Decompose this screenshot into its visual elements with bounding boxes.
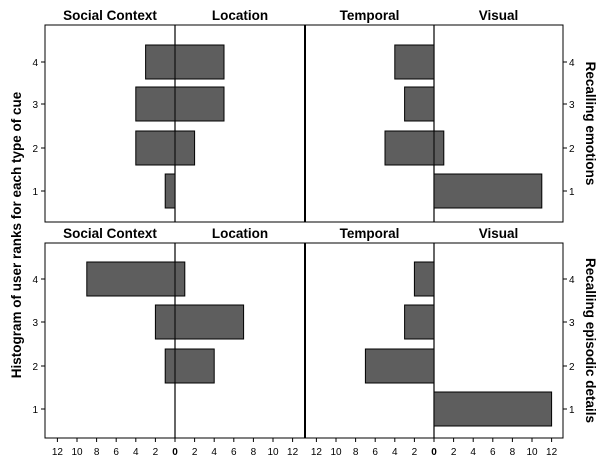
rank-tick-label-right: 3: [569, 318, 575, 329]
rank-tick-label-left: 2: [32, 144, 38, 155]
x-tick-label: 2: [451, 447, 457, 458]
bar-temporal-rank-3: [405, 87, 434, 121]
x-tick-label: 10: [71, 447, 83, 458]
category-label: Location: [212, 226, 268, 241]
x-tick-label: 4: [470, 447, 476, 458]
rank-tick-label-right: 3: [569, 100, 575, 111]
x-tick-label: 12: [287, 447, 299, 458]
bar-temporal-rank-4: [414, 262, 434, 296]
rank-tick-label-right: 2: [569, 144, 575, 155]
bar-location-rank-2: [175, 349, 214, 383]
bar-social-context-rank-2: [165, 349, 175, 383]
x-tick-label: 0: [431, 447, 437, 458]
rank-tick-label-left: 3: [32, 318, 38, 329]
x-tick-label: 4: [211, 447, 217, 458]
x-tick-label: 12: [52, 447, 64, 458]
x-tick-label: 0: [172, 447, 178, 458]
bar-temporal-rank-3: [405, 305, 434, 339]
bar-social-context-rank-1: [165, 174, 175, 208]
bar-social-context-rank-2: [136, 131, 175, 165]
category-label: Visual: [479, 226, 519, 241]
x-tick-label: 10: [330, 447, 342, 458]
category-label: Location: [212, 8, 268, 23]
x-tick-label: 12: [311, 447, 323, 458]
x-tick-label: 6: [372, 447, 378, 458]
rank-tick-label-left: 4: [32, 275, 38, 286]
bar-visual-rank-2: [434, 131, 444, 165]
x-tick-label: 4: [133, 447, 139, 458]
category-label: Visual: [479, 8, 519, 23]
category-label: Temporal: [340, 226, 400, 241]
category-label: Social Context: [63, 226, 157, 241]
x-tick-label: 12: [546, 447, 558, 458]
x-tick-label: 6: [490, 447, 496, 458]
rank-tick-label-right: 4: [569, 58, 575, 69]
rank-tick-label-right: 4: [569, 275, 575, 286]
x-tick-label: 4: [392, 447, 398, 458]
bar-location-rank-4: [175, 45, 224, 79]
bar-social-context-rank-3: [136, 87, 175, 121]
row-title-1: Recalling emotions: [583, 62, 598, 186]
rank-tick-label-right: 1: [569, 187, 575, 198]
category-label: Temporal: [340, 8, 400, 23]
y-axis-title: Histogram of user ranks for each type of…: [9, 91, 24, 378]
bar-social-context-rank-3: [155, 305, 175, 339]
bar-temporal-rank-4: [395, 45, 434, 79]
rank-tick-label-left: 3: [32, 100, 38, 111]
rank-tick-label-left: 1: [32, 405, 38, 416]
bar-temporal-rank-2: [385, 131, 434, 165]
bar-location-rank-3: [175, 305, 244, 339]
rank-tick-label-left: 2: [32, 362, 38, 373]
rank-tick-label-right: 1: [569, 405, 575, 416]
bar-temporal-rank-2: [365, 349, 434, 383]
x-tick-label: 10: [267, 447, 279, 458]
x-tick-label: 8: [94, 447, 100, 458]
x-tick-label: 6: [231, 447, 237, 458]
x-tick-label: 6: [113, 447, 119, 458]
x-tick-label: 10: [526, 447, 538, 458]
x-tick-label: 8: [510, 447, 516, 458]
x-tick-label: 8: [353, 447, 359, 458]
bar-social-context-rank-4: [146, 45, 175, 79]
x-tick-label: 8: [251, 447, 257, 458]
bar-visual-rank-1: [434, 392, 552, 426]
x-tick-label: 2: [192, 447, 198, 458]
rank-tick-label-right: 2: [569, 362, 575, 373]
x-tick-label: 2: [153, 447, 159, 458]
bar-social-context-rank-4: [87, 262, 175, 296]
bar-location-rank-3: [175, 87, 224, 121]
bar-visual-rank-1: [434, 174, 542, 208]
bar-location-rank-4: [175, 262, 185, 296]
bar-location-rank-2: [175, 131, 195, 165]
rank-tick-label-left: 1: [32, 187, 38, 198]
x-tick-label: 2: [412, 447, 418, 458]
row-title-2: Recalling episodic details: [583, 258, 598, 423]
rank-tick-label-left: 4: [32, 58, 38, 69]
category-label: Social Context: [63, 8, 157, 23]
